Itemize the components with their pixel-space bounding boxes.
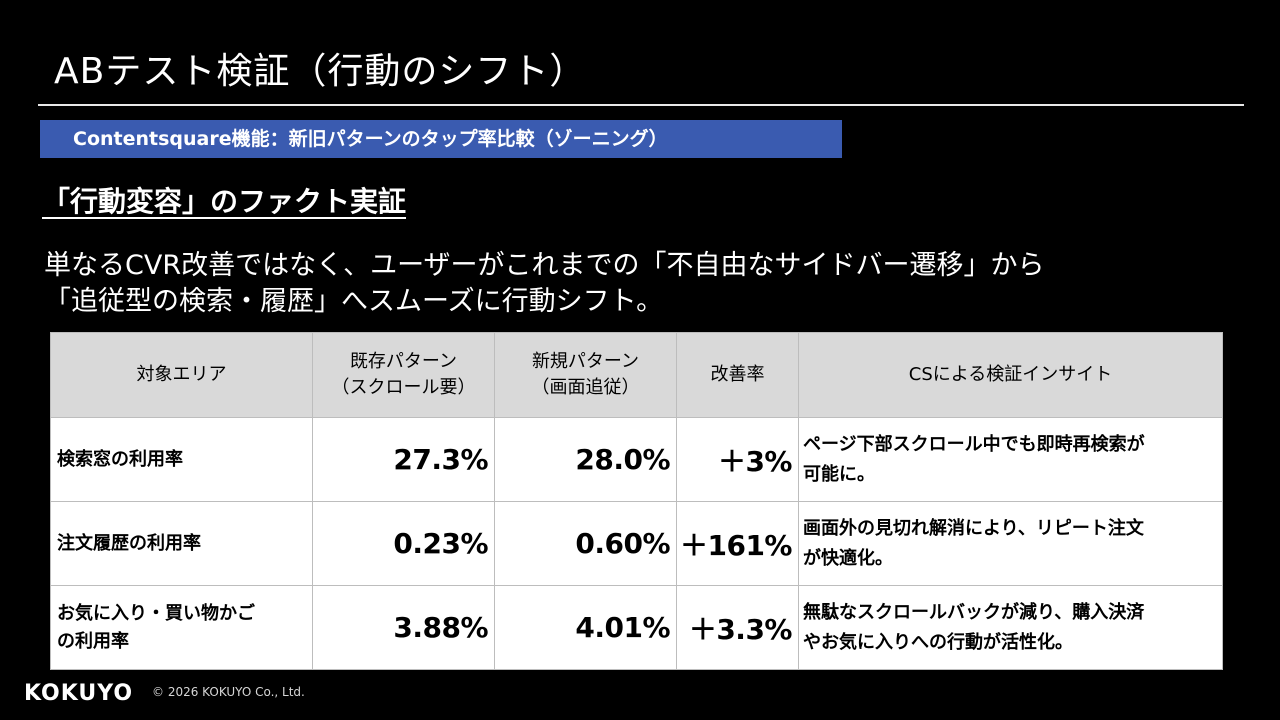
cell-area: お気に入り・買い物かご の利用率 bbox=[50, 585, 313, 670]
header-target-area: 対象エリア bbox=[50, 332, 313, 418]
table-row: 検索窓の利用率 27.3% 28.0% ＋3% ページ下部スクロール中でも即時再… bbox=[50, 417, 1223, 502]
copyright-text: © 2026 KOKUYO Co., Ltd. bbox=[152, 685, 305, 699]
body-line-1: 単なるCVR改善ではなく、ユーザーがこれまでの「不自由なサイドバー遷移」から bbox=[44, 250, 1045, 281]
cell-rate: ＋3.3% bbox=[676, 585, 799, 670]
cell-new: 0.60% bbox=[494, 501, 677, 586]
comparison-table: 対象エリア 既存パターン （スクロール要） 新規パターン （画面追従） 改善率 … bbox=[50, 332, 1223, 670]
cell-insight: 無駄なスクロールバックが減り、購入決済 やお気に入りへの行動が活性化。 bbox=[798, 585, 1223, 670]
cell-insight: ページ下部スクロール中でも即時再検索が 可能に。 bbox=[798, 417, 1223, 502]
body-text: 単なるCVR改善ではなく、ユーザーがこれまでの「不自由なサイドバー遷移」から 「… bbox=[44, 248, 1045, 320]
cell-existing: 3.88% bbox=[312, 585, 495, 670]
cell-new: 28.0% bbox=[494, 417, 677, 502]
slide-title: ABテスト検証（行動のシフト） bbox=[54, 51, 587, 92]
cell-new: 4.01% bbox=[494, 585, 677, 670]
cell-rate: ＋161% bbox=[676, 501, 799, 586]
header-insight: CSによる検証インサイト bbox=[798, 332, 1223, 418]
body-line-2: 「追従型の検索・履歴」へスムーズに行動シフト。 bbox=[44, 286, 664, 317]
cell-area: 注文履歴の利用率 bbox=[50, 501, 313, 586]
title-divider bbox=[38, 104, 1244, 106]
header-new-pattern: 新規パターン （画面追従） bbox=[494, 332, 677, 418]
cell-area: 検索窓の利用率 bbox=[50, 417, 313, 502]
header-existing-pattern: 既存パターン （スクロール要） bbox=[312, 332, 495, 418]
cell-insight: 画面外の見切れ解消により、リピート注文 が快適化。 bbox=[798, 501, 1223, 586]
kokuyo-logo: KOKUYO bbox=[24, 681, 134, 706]
table-row: 注文履歴の利用率 0.23% 0.60% ＋161% 画面外の見切れ解消により、… bbox=[50, 501, 1223, 586]
feature-banner: Contentsquare機能：新旧パターンのタップ率比較（ゾーニング） bbox=[40, 120, 842, 158]
subheading: 「行動変容」のファクト実証 bbox=[42, 185, 407, 218]
table-row: お気に入り・買い物かご の利用率 3.88% 4.01% ＋3.3% 無駄なスク… bbox=[50, 585, 1223, 670]
cell-rate: ＋3% bbox=[676, 417, 799, 502]
header-improvement-rate: 改善率 bbox=[676, 332, 799, 418]
table-header-row: 対象エリア 既存パターン （スクロール要） 新規パターン （画面追従） 改善率 … bbox=[50, 332, 1223, 418]
cell-existing: 27.3% bbox=[312, 417, 495, 502]
cell-existing: 0.23% bbox=[312, 501, 495, 586]
